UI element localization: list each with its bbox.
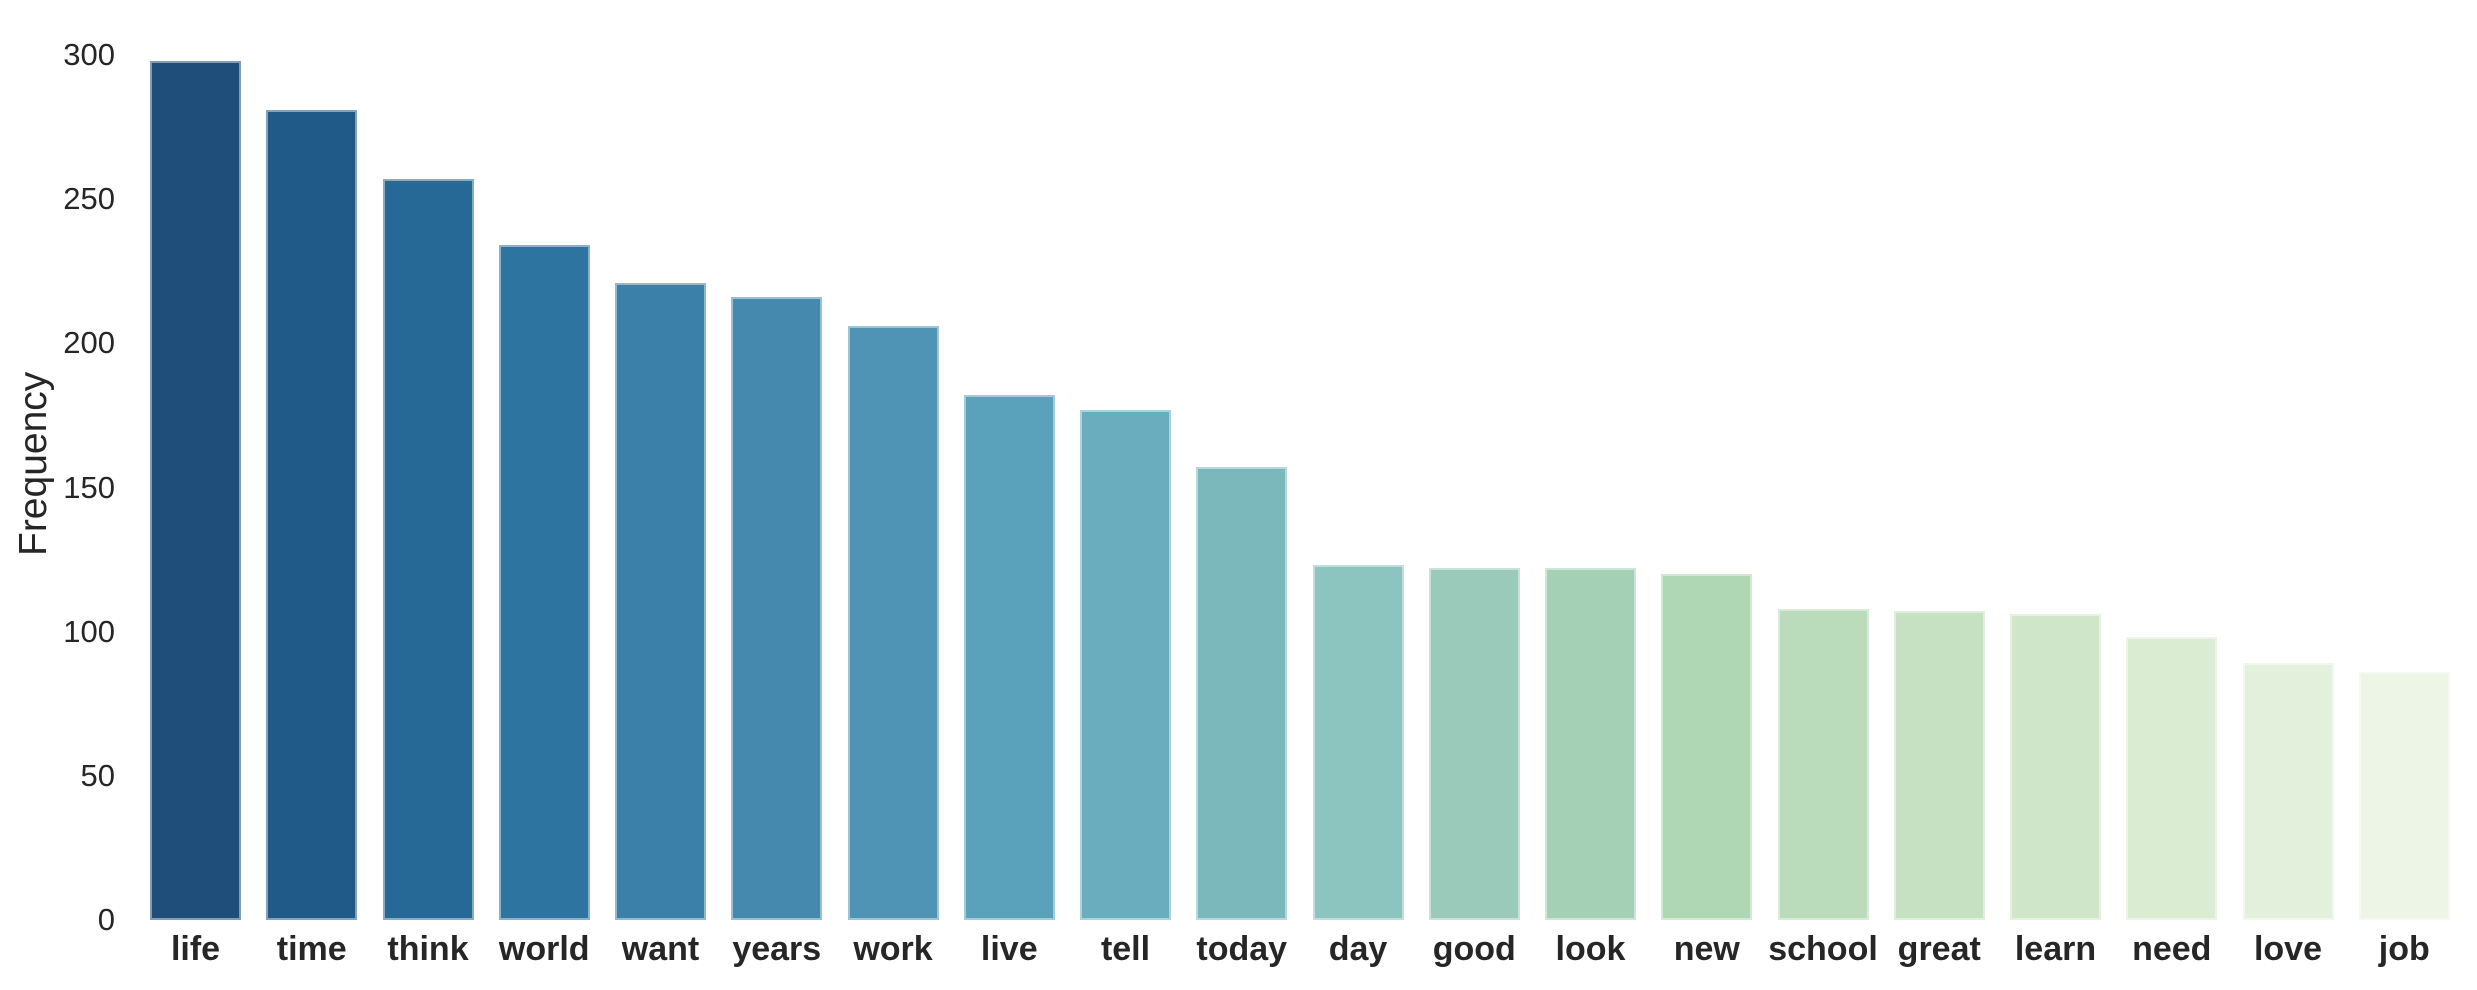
x-tick-cell-today: today [1196, 930, 1287, 969]
x-tick-cell-love: love [2243, 930, 2334, 969]
x-tick-label-love: love [2253, 930, 2323, 968]
x-tick-cell-world: world [499, 930, 590, 969]
y-tick-label-250: 250 [63, 181, 115, 217]
bar-time [266, 109, 358, 920]
x-tick-label-life: life [170, 930, 221, 968]
x-tick-cell-day: day [1313, 930, 1404, 969]
bar-look [1545, 568, 1636, 920]
bar-today [1196, 467, 1288, 920]
x-tick-label-day: day [1328, 930, 1388, 968]
bar-good [1428, 568, 1520, 920]
x-tick-cell-new: new [1661, 930, 1752, 969]
x-tick-cell-work: work [848, 930, 939, 969]
x-tick-cell-great: great [1894, 930, 1985, 969]
x-tick-cell-years: years [731, 930, 822, 969]
bar-years [731, 297, 823, 920]
bar-work [847, 326, 939, 920]
x-tick-label-today: today [1196, 930, 1288, 968]
x-tick-label-learn: learn [2014, 930, 2097, 968]
x-tick-label-time: time [276, 930, 347, 968]
x-tick-cell-good: good [1429, 930, 1520, 969]
y-axis-title: Frequency [12, 371, 55, 556]
x-tick-label-years: years [732, 930, 822, 968]
bar-world [498, 245, 590, 920]
bar-day [1312, 565, 1404, 920]
bar-learn [2010, 614, 2101, 920]
x-tick-label-look: look [1555, 930, 1626, 968]
bar-live [963, 395, 1055, 920]
y-tick-label-200: 200 [63, 325, 115, 361]
x-tick-label-think: think [387, 930, 469, 968]
x-tick-label-job: job [2378, 930, 2430, 968]
bar-great [1893, 611, 1985, 920]
bar-job [2358, 672, 2450, 920]
x-axis-tick-labels: life time think world want years work live tell t… [150, 930, 2450, 969]
x-tick-label-need: need [2132, 930, 2212, 968]
x-tick-label-want: want [621, 930, 700, 968]
x-tick-cell-think: think [383, 930, 474, 969]
x-tick-label-good: good [1432, 930, 1516, 968]
x-tick-cell-want: want [615, 930, 706, 969]
bar-life [150, 60, 241, 920]
x-tick-cell-look: look [1545, 930, 1636, 969]
bar-want [615, 282, 706, 920]
x-tick-label-live: live [980, 930, 1038, 968]
x-tick-label-new: new [1673, 930, 1740, 968]
bar-love [2242, 663, 2334, 920]
x-tick-cell-time: time [266, 930, 357, 969]
bar-school [1777, 608, 1869, 920]
x-tick-label-tell: tell [1100, 930, 1151, 968]
x-tick-cell-live: live [964, 930, 1055, 969]
x-tick-cell-life: life [150, 930, 241, 969]
bar-need [2126, 637, 2218, 920]
y-tick-label-300: 300 [63, 37, 115, 72]
bar-new [1661, 574, 1753, 920]
x-tick-cell-tell: tell [1080, 930, 1171, 969]
y-tick-label-100: 100 [63, 613, 115, 649]
x-tick-cell-school: school [1768, 930, 1878, 969]
x-tick-label-world: world [498, 930, 590, 968]
x-tick-cell-job: job [2359, 930, 2450, 969]
y-tick-label-150: 150 [63, 469, 115, 505]
y-tick-label-0: 0 [97, 902, 115, 937]
x-tick-label-work: work [853, 930, 933, 968]
x-tick-cell-need: need [2126, 930, 2217, 969]
bar-tell [1080, 409, 1171, 920]
bar-think [382, 178, 474, 920]
y-tick-label-50: 50 [80, 757, 115, 793]
x-tick-label-school: school [1768, 930, 1878, 968]
x-tick-label-great: great [1897, 930, 1981, 968]
plot-area [150, 0, 2450, 920]
x-tick-cell-learn: learn [2010, 930, 2101, 969]
